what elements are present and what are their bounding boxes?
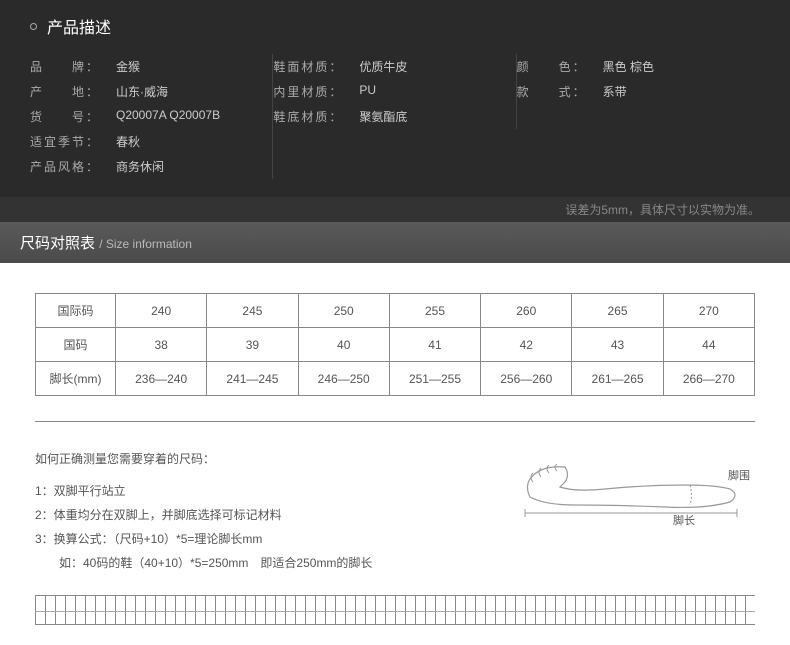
table-cell: 44 <box>663 328 754 362</box>
spec-value: 春秋 <box>108 133 140 150</box>
table-cell: 236—240 <box>116 362 207 396</box>
table-cell: 43 <box>572 328 663 362</box>
table-row: 脚长(mm)236—240241—245246—250251—255256—26… <box>36 362 755 396</box>
spec-col-2: 鞋面材质：优质牛皮内里材质：PU鞋底材质：聚氨酯底 <box>273 54 516 179</box>
spec-row: 颜 色：黑色 棕色 <box>517 54 760 79</box>
spec-row: 适宜季节：春秋 <box>30 129 273 154</box>
spec-row: 品 牌：金猴 <box>30 54 273 79</box>
table-cell: 41 <box>389 328 480 362</box>
table-row: 国际码240245250255260265270 <box>36 294 755 328</box>
table-cell: 246—250 <box>298 362 389 396</box>
spec-value: 黑色 棕色 <box>595 58 654 75</box>
table-cell: 245 <box>207 294 298 328</box>
spec-value: 商务休闲 <box>108 158 164 175</box>
row-label: 国际码 <box>36 294 116 328</box>
spec-col-3: 颜 色：黑色 棕色款 式：系带 <box>517 54 760 179</box>
footnote: 误差为5mm，具体尺寸以实物为准。 <box>0 197 790 222</box>
instruction-line: 2：体重均分在双脚上，并脚底选择可标记材料 <box>35 503 495 527</box>
size-header-cn: 尺码对照表 <box>20 235 95 252</box>
instruction-line: 如：40码的鞋（40+10）*5=250mm 即适合250mm的脚长 <box>35 551 495 575</box>
table-cell: 39 <box>207 328 298 362</box>
spec-row: 货 号：Q20007A Q20007B <box>30 104 273 129</box>
size-header-en: / Size information <box>99 237 192 251</box>
table-cell: 42 <box>481 328 572 362</box>
spec-label: 货 号： <box>30 108 108 125</box>
spec-row: 鞋面材质：优质牛皮 <box>273 54 516 79</box>
spec-label: 适宜季节： <box>30 133 108 150</box>
spec-value: 金猴 <box>108 58 140 75</box>
ruler-graphic <box>35 595 755 625</box>
row-label: 脚长(mm) <box>36 362 116 396</box>
foot-label-chang: 脚长 <box>673 512 695 528</box>
table-cell: 240 <box>116 294 207 328</box>
section-title: 产品描述 <box>47 14 111 38</box>
table-cell: 266—270 <box>663 362 754 396</box>
instruction-line: 1：双脚平行站立 <box>35 479 495 503</box>
table-cell: 250 <box>298 294 389 328</box>
spec-col-1: 品 牌：金猴产 地：山东·威海货 号：Q20007A Q20007B适宜季节：春… <box>30 54 273 179</box>
spec-value: Q20007A Q20007B <box>108 108 220 125</box>
row-label: 国码 <box>36 328 116 362</box>
table-cell: 256—260 <box>481 362 572 396</box>
spec-row: 内里材质：PU <box>273 79 516 104</box>
spec-label: 颜 色： <box>517 58 595 75</box>
product-description-section: 产品描述 品 牌：金猴产 地：山东·威海货 号：Q20007A Q20007B适… <box>0 0 790 197</box>
spec-label: 鞋底材质： <box>273 108 351 125</box>
bullet-icon <box>30 23 37 30</box>
spec-row: 款 式：系带 <box>517 79 760 104</box>
spec-value: 优质牛皮 <box>351 58 407 75</box>
spec-value: 山东·威海 <box>108 83 168 100</box>
table-cell: 261—265 <box>572 362 663 396</box>
size-header: 尺码对照表 / Size information <box>0 222 790 263</box>
spec-label: 品 牌： <box>30 58 108 75</box>
table-cell: 38 <box>116 328 207 362</box>
spec-value: PU <box>351 83 376 100</box>
instruction-line: 3：换算公式：（尺码+10）*5=理论脚长mm <box>35 527 495 551</box>
spec-label: 内里材质： <box>273 83 351 100</box>
table-cell: 255 <box>389 294 480 328</box>
size-info-section: 国际码240245250255260265270国码38394041424344… <box>0 263 790 645</box>
table-cell: 260 <box>481 294 572 328</box>
instructions-row: 如何正确测量您需要穿着的尺码： 1：双脚平行站立2：体重均分在双脚上，并脚底选择… <box>35 437 755 590</box>
size-table: 国际码240245250255260265270国码38394041424344… <box>35 293 755 396</box>
spec-label: 产品风格： <box>30 158 108 175</box>
table-cell: 265 <box>572 294 663 328</box>
divider <box>35 421 755 422</box>
table-cell: 241—245 <box>207 362 298 396</box>
spec-grid: 品 牌：金猴产 地：山东·威海货 号：Q20007A Q20007B适宜季节：春… <box>0 48 790 189</box>
spec-row: 产品风格：商务休闲 <box>30 154 273 179</box>
foot-icon <box>515 447 755 517</box>
table-cell: 270 <box>663 294 754 328</box>
spec-row: 鞋底材质：聚氨酯底 <box>273 104 516 129</box>
instructions-text: 如何正确测量您需要穿着的尺码： 1：双脚平行站立2：体重均分在双脚上，并脚底选择… <box>35 447 495 575</box>
foot-diagram: 脚围 脚长 <box>515 447 755 557</box>
spec-label: 产 地： <box>30 83 108 100</box>
spec-value: 聚氨酯底 <box>351 108 407 125</box>
table-cell: 251—255 <box>389 362 480 396</box>
spec-row: 产 地：山东·威海 <box>30 79 273 104</box>
instructions-title: 如何正确测量您需要穿着的尺码： <box>35 447 495 471</box>
table-cell: 40 <box>298 328 389 362</box>
table-row: 国码38394041424344 <box>36 328 755 362</box>
foot-label-wei: 脚围 <box>728 467 750 483</box>
spec-label: 款 式： <box>517 83 595 100</box>
spec-value: 系带 <box>595 83 627 100</box>
spec-label: 鞋面材质： <box>273 58 351 75</box>
section-header: 产品描述 <box>0 0 790 48</box>
